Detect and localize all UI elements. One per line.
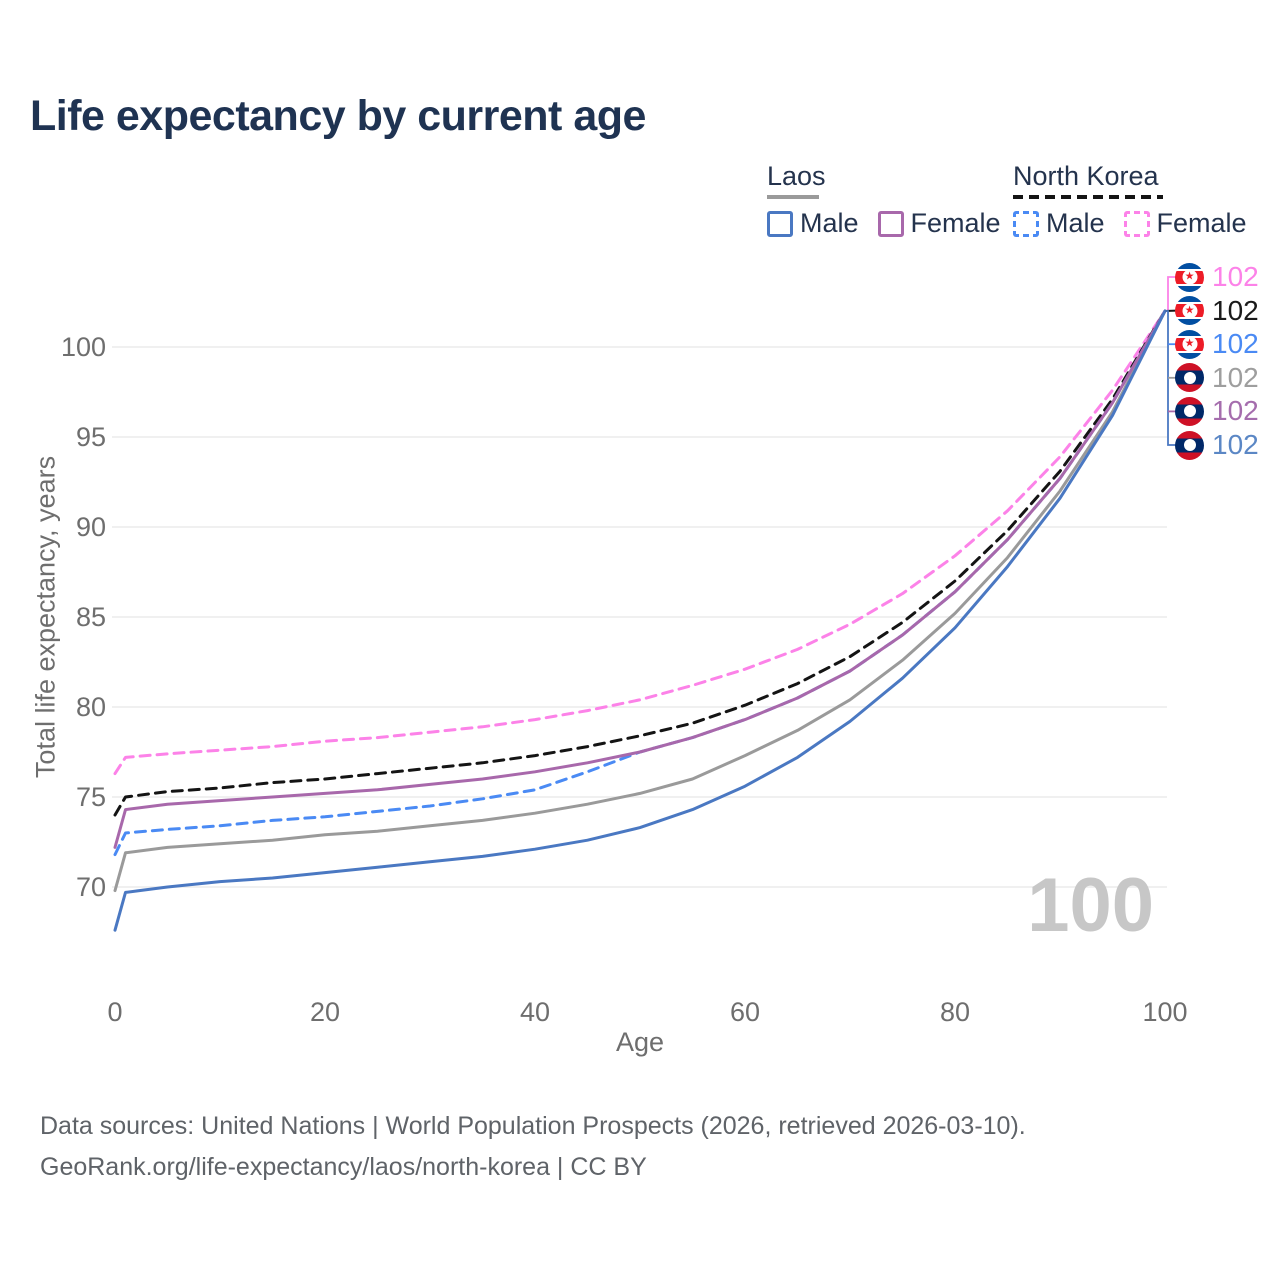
series-line-north-korea-female xyxy=(113,309,1167,776)
north-korea-female-swatch-icon xyxy=(1123,210,1150,237)
legend-group-laos: Laos Male Female xyxy=(767,163,1001,239)
north-korea-flag-icon: ★ xyxy=(1175,329,1204,359)
legend-laos-row: Male Female xyxy=(767,208,1001,239)
laos-flag-icon xyxy=(1175,363,1204,393)
y-tick-label-85: 85 xyxy=(76,602,106,632)
end-value-north-korea-both-sexes: 102 xyxy=(1212,294,1259,326)
end-value-north-korea-female: 102 xyxy=(1212,261,1259,292)
red-star-emblem-icon: ★ xyxy=(1182,269,1197,285)
legend-group-north-korea: North Korea Male Female xyxy=(1013,163,1247,239)
footer-attribution: GeoRank.org/life-expectancy/laos/north-k… xyxy=(40,1153,647,1181)
legend-laos-underline xyxy=(767,195,819,199)
white-disc-emblem-icon xyxy=(1183,371,1196,384)
series-line-laos-male xyxy=(113,309,1167,932)
series-line-laos-both-sexes xyxy=(113,309,1167,893)
footer-data-sources: Data sources: United Nations | World Pop… xyxy=(40,1112,1026,1140)
end-value-laos-female: 102 xyxy=(1212,395,1259,427)
north-korea-male-swatch-icon xyxy=(1013,210,1039,237)
series-line-north-korea-male xyxy=(113,309,1167,857)
x-tick-label-60: 60 xyxy=(730,997,760,1027)
y-tick-label-75: 75 xyxy=(76,782,106,812)
legend-laos-female-label: Female xyxy=(910,208,1001,238)
y-tick-label-100: 100 xyxy=(61,332,106,362)
series-line-laos-female xyxy=(113,309,1167,849)
end-label-row-north-korea-female: ★ 102 xyxy=(1175,262,1259,292)
legend-north-korea-row: Male Female xyxy=(1013,208,1247,239)
footer: Data sources: United Nations | World Pop… xyxy=(40,1106,1026,1188)
legend-north-korea-underline xyxy=(1013,195,1163,199)
white-disc-emblem-icon xyxy=(1183,439,1196,451)
age-watermark: 100 xyxy=(1027,863,1154,948)
y-tick-label-70: 70 xyxy=(76,872,106,902)
red-star-emblem-icon: ★ xyxy=(1182,303,1197,319)
laos-female-swatch-icon xyxy=(877,210,904,237)
series-line-north-korea-both-sexes xyxy=(113,309,1167,817)
end-label-row-laos-female: 102 xyxy=(1175,396,1259,426)
legend-laos-label: Laos xyxy=(767,161,826,191)
end-label-row-laos-male: 102 xyxy=(1175,430,1259,460)
legend-north-korea-label: North Korea xyxy=(1013,161,1159,191)
x-axis-title: Age xyxy=(615,1027,665,1057)
legend-north-korea-male-label: Male xyxy=(1046,208,1105,238)
white-disc-emblem-icon xyxy=(1183,405,1196,418)
legend-north-korea-female-label: Female xyxy=(1156,208,1247,238)
legend-laos-male-label: Male xyxy=(800,208,859,238)
y-tick-label-80: 80 xyxy=(76,692,106,722)
y-axis-title: Total life expectancy, years xyxy=(30,455,61,779)
y-tick-label-95: 95 xyxy=(76,422,106,452)
end-value-laos-both-sexes: 102 xyxy=(1212,361,1259,393)
x-tick-label-80: 80 xyxy=(940,997,970,1027)
x-tick-label-40: 40 xyxy=(520,997,550,1027)
end-value-north-korea-male: 102 xyxy=(1212,328,1259,360)
x-tick-label-100: 100 xyxy=(1142,997,1187,1027)
y-tick-label-90: 90 xyxy=(76,512,106,542)
red-star-emblem-icon: ★ xyxy=(1182,336,1197,352)
x-tick-label-0: 0 xyxy=(107,997,122,1027)
end-label-row-laos-both-sexes: 102 xyxy=(1175,361,1259,393)
laos-flag-icon xyxy=(1175,396,1204,426)
laos-flag-icon xyxy=(1175,430,1204,460)
end-label-row-north-korea-both-sexes: ★ 102 xyxy=(1175,294,1259,326)
x-tick-label-20: 20 xyxy=(310,997,340,1027)
laos-male-swatch-icon xyxy=(767,210,793,237)
north-korea-flag-icon: ★ xyxy=(1175,262,1204,292)
end-label-row-north-korea-male: ★ 102 xyxy=(1175,329,1259,359)
end-value-laos-male: 102 xyxy=(1212,429,1259,460)
north-korea-flag-icon: ★ xyxy=(1175,296,1204,326)
page-title: Life expectancy by current age xyxy=(30,92,646,140)
